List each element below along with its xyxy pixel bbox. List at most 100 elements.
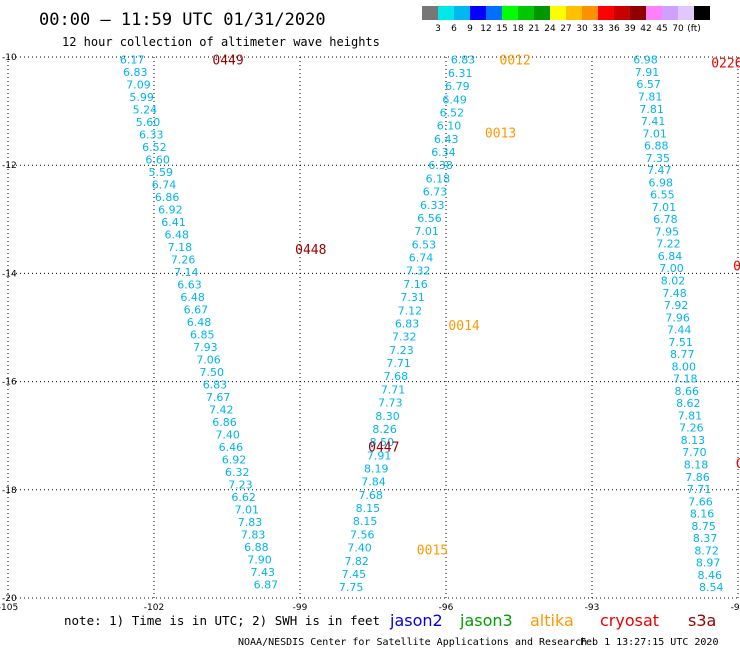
wave-height-value: 7.73 <box>378 397 403 410</box>
wave-height-value: 7.71 <box>687 483 712 496</box>
wave-height-value: 6.73 <box>423 186 448 199</box>
wave-height-value: 6.85 <box>190 329 215 342</box>
legend-label: 6 <box>451 24 457 34</box>
wave-height-value: 7.32 <box>392 331 417 344</box>
wave-height-value: 6.83 <box>395 317 420 330</box>
wave-height-value: 5.24 <box>133 104 158 117</box>
wave-height-value: 6.92 <box>222 454 247 467</box>
wave-height-value: 6.86 <box>155 191 180 204</box>
wave-height-value: 7.06 <box>196 354 221 367</box>
legend-swatch <box>550 6 566 20</box>
wave-height-value: 7.93 <box>193 341 218 354</box>
pass-time-label: 0014 <box>448 319 479 334</box>
wave-height-value: 7.01 <box>235 504 260 517</box>
x-tick-label: -105 <box>0 603 18 613</box>
wave-height-value: 8.77 <box>670 348 695 361</box>
wave-height-value: 7.35 <box>646 152 671 165</box>
color-legend: 3 6 9 12 15 18 21 24 27 30 33 36 39 42 45 70 (ft) <box>422 6 710 34</box>
legend-label: 36 <box>608 24 620 34</box>
wave-height-value: 7.86 <box>685 471 710 484</box>
pass-time-label: 0447 <box>368 441 399 456</box>
chart-title: 00:00 – 11:59 UTC 01/31/2020 <box>39 10 326 30</box>
pass-time-label: 0449 <box>212 54 243 69</box>
wave-height-value: 6.83 <box>123 66 148 79</box>
wave-height-value: 7.01 <box>642 127 667 140</box>
wave-height-value: 7.51 <box>668 336 693 349</box>
wave-height-value: 7.82 <box>344 555 369 568</box>
wave-height-value: 7.81 <box>678 409 703 422</box>
wave-height-value: 6.60 <box>145 154 170 167</box>
wave-height-value: 7.75 <box>339 581 364 594</box>
wave-height-value: 7.12 <box>398 304 423 317</box>
x-tick-label: -96 <box>439 603 454 613</box>
wave-height-value: 6.43 <box>434 133 459 146</box>
legend-swatch <box>582 6 598 20</box>
wave-height-value: 5.60 <box>136 116 161 129</box>
legend-label: 9 <box>467 24 473 34</box>
wave-height-value: 8.19 <box>364 462 389 475</box>
wave-height-value: 7.01 <box>414 225 439 238</box>
legend-label: 15 <box>496 24 507 34</box>
wave-height-value: 7.45 <box>342 568 367 581</box>
wave-height-value: 6.52 <box>142 141 167 154</box>
wave-height-value: 8.75 <box>691 520 716 533</box>
wave-height-value: 8.37 <box>693 532 718 545</box>
legend-swatch <box>534 6 550 20</box>
wave-height-value: 7.09 <box>126 79 151 92</box>
legend-swatch <box>438 6 454 20</box>
wave-height-value: 6.49 <box>442 93 467 106</box>
legend-label: 27 <box>560 24 571 34</box>
wave-height-value: 7.84 <box>361 476 386 489</box>
satellite-cryosat: cryosat <box>600 611 659 630</box>
legend-swatch <box>662 6 678 20</box>
y-tick-label: -18 <box>2 486 17 496</box>
wave-height-value: 6.63 <box>177 279 202 292</box>
wave-height-value: 6.88 <box>644 140 669 153</box>
wave-height-value: 7.50 <box>200 366 225 379</box>
wave-height-value: 6.98 <box>633 54 658 67</box>
wave-height-value: 6.55 <box>650 189 675 202</box>
wave-height-value: 7.83 <box>241 528 266 541</box>
wave-height-value: 7.40 <box>215 429 240 442</box>
wave-height-value: 7.71 <box>386 357 411 370</box>
wave-height-value: 5.59 <box>149 166 174 179</box>
wave-height-value: 7.90 <box>247 553 272 566</box>
wave-height-value: 8.02 <box>661 275 686 288</box>
wave-height-value: 6.52 <box>440 106 465 119</box>
legend-swatch <box>454 6 470 20</box>
wave-height-value: 7.22 <box>656 238 681 251</box>
wave-height-value: 7.43 <box>250 566 275 579</box>
y-tick-label: -20 <box>2 594 17 604</box>
wave-height-value: 7.23 <box>389 344 414 357</box>
wave-height-value: 6.74 <box>409 252 434 265</box>
wave-height-value: 8.16 <box>690 508 715 521</box>
wave-height-value: 7.91 <box>635 66 660 79</box>
wave-height-value: 7.26 <box>679 422 704 435</box>
wave-height-value: 6.78 <box>653 213 678 226</box>
x-tick-label: -99 <box>293 603 308 613</box>
wave-height-value: 7.14 <box>174 266 199 279</box>
y-tick-label: -14 <box>2 269 17 279</box>
wave-height-value: 6.98 <box>649 176 674 189</box>
grid <box>7 56 739 599</box>
legend-swatch <box>502 6 518 20</box>
wave-height-value: 6.57 <box>636 78 661 91</box>
legend-label: 3 <box>435 24 441 34</box>
wave-height-value: 8.15 <box>353 515 378 528</box>
wave-height-value: 7.41 <box>641 115 666 128</box>
wave-height-value: 6.87 <box>254 578 279 591</box>
wave-height-value: 7.70 <box>682 446 707 459</box>
wave-height-value: 7.81 <box>639 103 664 116</box>
wave-height-value: 7.32 <box>406 265 431 278</box>
wave-height-value: 6.56 <box>417 212 442 225</box>
legend-swatch <box>486 6 502 20</box>
footnote: note: 1) Time is in UTC; 2) SWH is in fe… <box>64 613 380 628</box>
legend-label: (ft) <box>687 24 701 34</box>
timestamp-text: Feb 1 13:27:15 UTC 2020 <box>580 637 718 648</box>
wave-height-value: 6.34 <box>431 146 456 159</box>
wave-height-value: 6.48 <box>164 229 189 242</box>
wave-height-value: 6.67 <box>184 304 209 317</box>
wave-height-value: 7.66 <box>688 495 713 508</box>
x-tick-label: -102 <box>144 603 164 613</box>
